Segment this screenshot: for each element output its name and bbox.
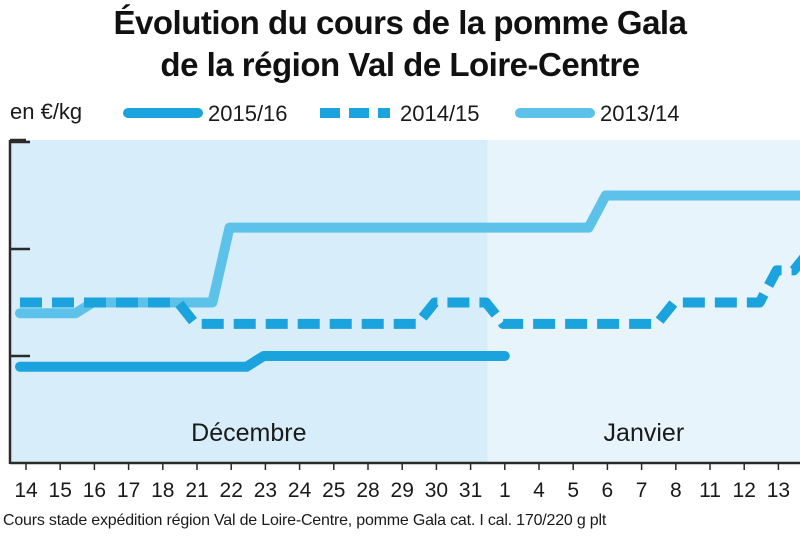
x-tick-label: 6 [602,479,614,502]
x-tick-label: 17 [117,479,140,502]
x-tick-label: 11 [699,479,721,502]
series-line-2015-16 [15,351,510,372]
legend-label: 2013/14 [600,101,680,126]
x-tick-label: 12 [733,479,756,502]
x-tick-label: 14 [14,479,38,502]
period-label: Janvier [604,419,685,447]
x-tick-label: 22 [220,479,243,502]
legend-label: 2015/16 [208,101,288,126]
period-panel [10,140,488,463]
x-tick-label: 1 [499,479,511,502]
x-tick-label: 7 [636,479,648,502]
x-tick-label: 13 [767,479,790,502]
x-tick-label: 28 [356,479,379,502]
period-label: Décembre [191,419,306,447]
series-line-2014-15 [20,254,800,329]
x-tick-label: 24 [288,479,312,502]
x-tick-label: 5 [567,479,579,502]
x-tick-label: 18 [151,479,174,502]
x-tick-label: 30 [425,479,448,502]
x-tick-label: 16 [83,479,106,502]
x-tick-label: 29 [391,479,414,502]
y-unit-label: en €/kg [10,99,83,124]
chart-subtitle: de la région Val de Loire-Centre [160,46,640,83]
source-note: Cours stade expédition région Val de Loi… [3,512,607,529]
legend-label: 2014/15 [400,101,480,126]
x-tick-label: 8 [670,479,682,502]
x-tick-label: 21 [185,479,208,502]
x-tick-label: 23 [254,479,277,502]
x-tick-label: 4 [533,479,545,502]
x-tick-label: 25 [322,479,345,502]
x-tick-label: 15 [49,479,72,502]
chart-title: Évolution du cours de la pomme Gala [113,4,687,41]
x-tick-label: 31 [459,479,482,502]
